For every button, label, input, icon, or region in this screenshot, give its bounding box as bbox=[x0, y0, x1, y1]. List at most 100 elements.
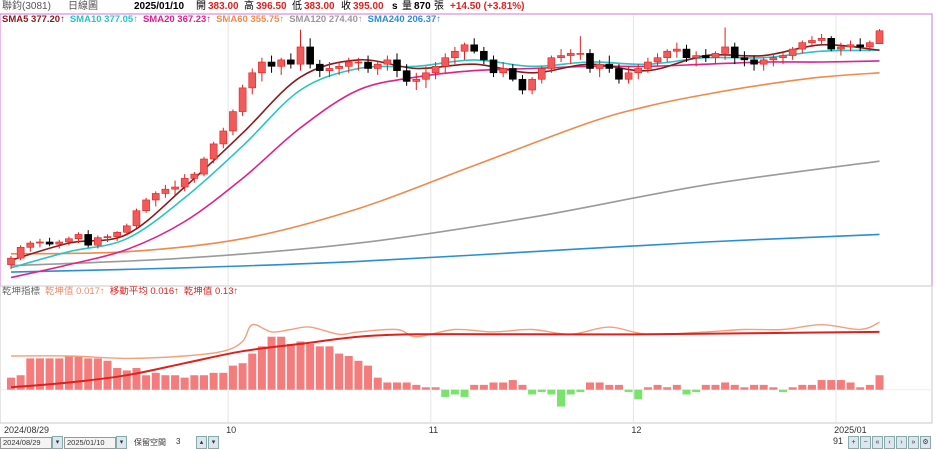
open-price: 383.00 bbox=[208, 1, 239, 12]
zoom-in-icon[interactable]: + bbox=[848, 436, 859, 449]
candle-body bbox=[701, 55, 710, 59]
scroll-last-icon[interactable]: » bbox=[908, 436, 919, 449]
candle-body bbox=[508, 68, 517, 80]
sma-legend-item: SMA240 206.37↑ bbox=[367, 14, 442, 25]
candlestick bbox=[508, 64, 517, 82]
indicator-legend-item: 乾坤值 0.13↑ bbox=[183, 286, 239, 297]
candlestick bbox=[547, 55, 556, 73]
candle-body bbox=[74, 234, 83, 240]
candle-body bbox=[393, 59, 401, 71]
candlestick bbox=[103, 234, 112, 242]
candlestick bbox=[422, 66, 430, 88]
indicator-bar bbox=[865, 384, 874, 390]
indicator-bar bbox=[788, 387, 797, 390]
keep-space-up-icon[interactable]: ▴ bbox=[196, 436, 207, 449]
candle-body bbox=[866, 42, 874, 48]
candle-body bbox=[84, 234, 92, 246]
indicator-bar bbox=[277, 336, 286, 390]
candle-body bbox=[26, 242, 35, 248]
candle-body bbox=[615, 68, 623, 80]
scroll-left-icon[interactable]: ‹ bbox=[884, 436, 895, 449]
candlestick bbox=[769, 53, 778, 67]
indicator-bar bbox=[624, 389, 633, 393]
indicator-bar bbox=[45, 358, 54, 390]
candle-body bbox=[180, 178, 189, 188]
candle-body bbox=[248, 72, 257, 89]
candlestick bbox=[788, 46, 797, 60]
sma-legend-item: SMA10 377.05↑ bbox=[69, 14, 138, 25]
candle-body bbox=[750, 59, 758, 65]
indicator-bar bbox=[537, 389, 546, 393]
candlestick bbox=[267, 55, 276, 73]
scroll-first-icon[interactable]: « bbox=[872, 436, 883, 449]
indicator-bar bbox=[161, 375, 170, 390]
candle-body bbox=[605, 63, 614, 69]
candlestick bbox=[673, 42, 681, 58]
settings-icon[interactable]: ⚙ bbox=[920, 436, 931, 449]
candlestick bbox=[721, 27, 729, 60]
candle-body bbox=[769, 57, 778, 61]
candlestick bbox=[344, 57, 353, 73]
indicator-bar bbox=[547, 389, 556, 395]
indicator-bar bbox=[460, 389, 469, 397]
indicator-bar bbox=[595, 382, 604, 390]
start-date-field[interactable]: 2024/08/29 bbox=[0, 437, 52, 449]
candle-body bbox=[788, 48, 797, 56]
low-price: 383.00 bbox=[304, 1, 335, 12]
candle-body bbox=[779, 55, 787, 59]
end-date-field[interactable]: 2025/01/10 bbox=[64, 437, 116, 449]
indicator-bar bbox=[856, 387, 865, 390]
candle-body bbox=[325, 68, 334, 71]
sma-legend-item: SMA20 367.23↑ bbox=[142, 14, 212, 25]
candlestick bbox=[26, 240, 35, 252]
candlestick bbox=[238, 84, 247, 116]
zoom-out-icon[interactable]: − bbox=[860, 436, 871, 449]
indicator-bar bbox=[730, 384, 739, 390]
candle-body bbox=[354, 61, 363, 64]
candlestick bbox=[846, 40, 855, 52]
candle-body bbox=[547, 57, 556, 69]
candlestick bbox=[65, 236, 73, 246]
candle-body bbox=[586, 53, 594, 69]
candle-body bbox=[103, 236, 112, 238]
period-label: 日線圖 bbox=[68, 1, 98, 12]
candle-body bbox=[798, 42, 807, 50]
candlestick bbox=[431, 62, 440, 80]
x-axis-label: 12 bbox=[631, 425, 641, 435]
candlestick bbox=[45, 237, 54, 247]
candle-body bbox=[624, 72, 633, 80]
end-date-dropdown-icon[interactable]: ▾ bbox=[116, 436, 127, 449]
indicator-bar bbox=[817, 380, 826, 390]
price-change: +14.50 (+3.81%) bbox=[450, 1, 525, 12]
keep-space-down-icon[interactable]: ▾ bbox=[208, 436, 219, 449]
candle-body bbox=[16, 247, 25, 259]
candlestick bbox=[682, 44, 691, 63]
indicator-bar bbox=[614, 384, 623, 390]
sma-line-sma20 bbox=[10, 60, 880, 279]
candle-body bbox=[692, 55, 700, 59]
quote-date: 2025/01/10 bbox=[134, 1, 185, 12]
indicator-legend: 乾坤指標 乾坤值 0.017↑ 移動平均 0.016↑ 乾坤值 0.13↑ bbox=[2, 286, 243, 297]
keep-space-value: 3 bbox=[176, 437, 181, 446]
candle-body bbox=[875, 30, 884, 45]
candlestick bbox=[190, 171, 199, 183]
scroll-right-icon[interactable]: › bbox=[896, 436, 907, 449]
candlestick bbox=[537, 66, 546, 84]
candle-body bbox=[537, 68, 546, 80]
candle-body bbox=[808, 40, 816, 43]
indicator-bar bbox=[701, 384, 710, 390]
indicator-bar bbox=[692, 389, 701, 393]
candlestick bbox=[74, 232, 83, 244]
candle-body bbox=[412, 78, 421, 82]
candle-body bbox=[45, 241, 54, 245]
candle-body bbox=[846, 44, 855, 48]
bar-count: 91 bbox=[833, 436, 844, 446]
candlestick bbox=[489, 55, 498, 78]
indicator-bar bbox=[296, 341, 305, 390]
candle-body bbox=[663, 50, 672, 59]
start-date-dropdown-icon[interactable]: ▾ bbox=[52, 436, 63, 449]
quote-header: 聯鈞(3081) 日線圖 2025/01/10 開 383.00 高 396.5… bbox=[2, 1, 525, 12]
chart-canvas[interactable]: 2024/08/29 10 11 12 2025/01 bbox=[0, 0, 936, 436]
candle-body bbox=[315, 63, 324, 71]
indicator-bar bbox=[103, 360, 112, 390]
